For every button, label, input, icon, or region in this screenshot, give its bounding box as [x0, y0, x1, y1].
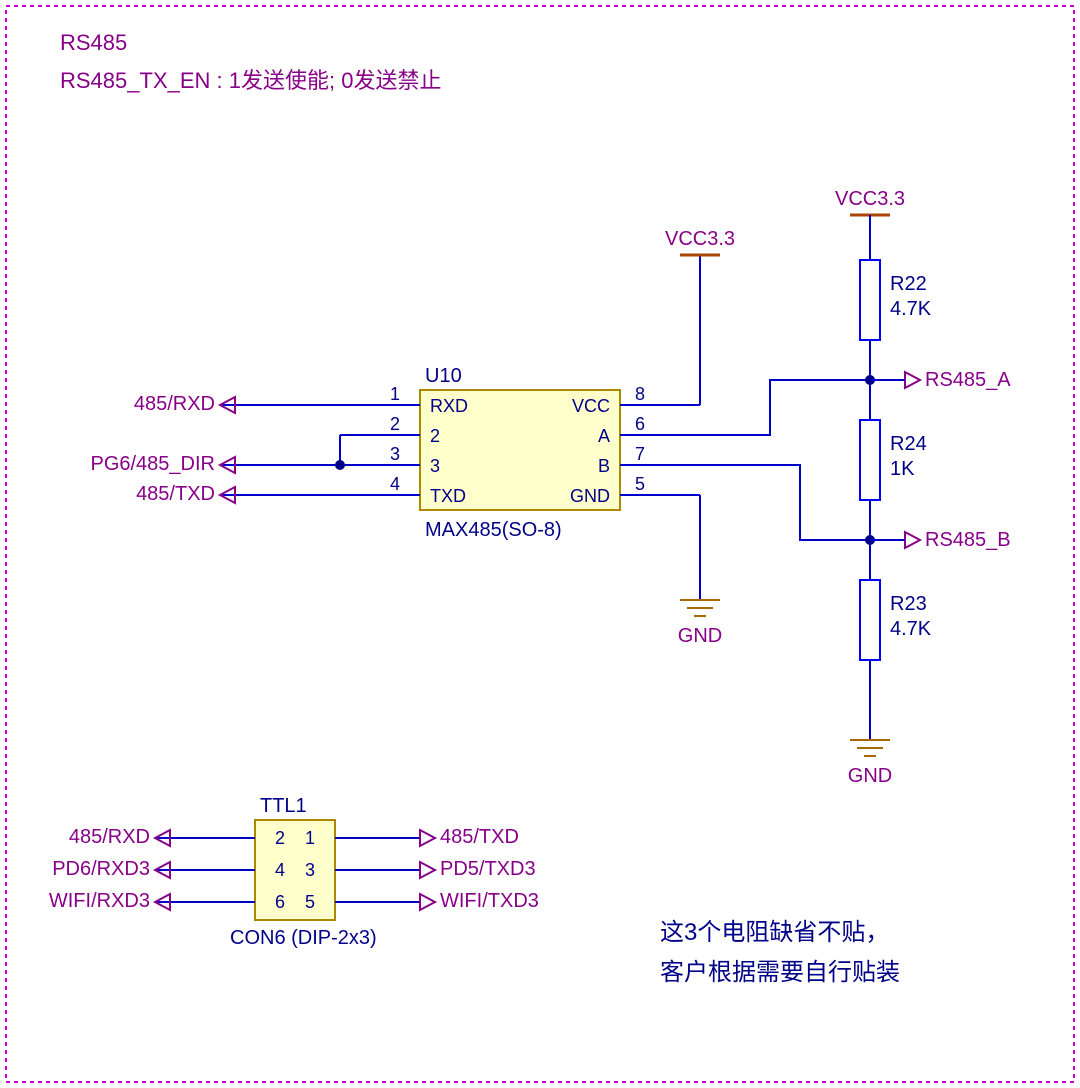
svg-text:GND: GND [678, 625, 722, 647]
svg-text:PD5/TXD3: PD5/TXD3 [440, 858, 536, 880]
r22-val: 4.7K [890, 298, 932, 320]
conn-ref: TTL1 [260, 795, 307, 817]
conn-part: CON6 (DIP-2x3) [230, 927, 377, 949]
svg-text:1: 1 [305, 828, 315, 848]
chip-u10: U10 MAX485(SO-8) 1 RXD 2 2 3 3 4 TXD 8 VCC 6 A… [360, 365, 680, 541]
svg-text:8: 8 [635, 384, 645, 404]
svg-text:1: 1 [390, 384, 400, 404]
svg-text:3: 3 [430, 456, 440, 476]
chip-ref: U10 [425, 365, 462, 387]
chip-part: MAX485(SO-8) [425, 519, 562, 541]
note-line-1: 这3个电阻缺省不贴， [660, 919, 889, 946]
connector-ttl1: TTL1 CON6 (DIP-2x3) 2 1 485/RXD 485/TXD … [49, 795, 539, 949]
left-net-ports: 485/RXD PG6/485_DIR 485/TXD [90, 393, 360, 505]
ab-wires [680, 380, 870, 540]
svg-text:485/TXD: 485/TXD [440, 826, 519, 848]
vcc-chip: VCC3.3 [665, 228, 735, 405]
svg-text:GND: GND [570, 486, 610, 506]
svg-text:PD6/RXD3: PD6/RXD3 [52, 858, 150, 880]
svg-text:WIFI/RXD3: WIFI/RXD3 [49, 890, 150, 912]
svg-text:VCC: VCC [572, 396, 610, 416]
gnd-chip: GND [678, 495, 722, 647]
svg-text:2: 2 [275, 828, 285, 848]
svg-text:TXD: TXD [430, 486, 466, 506]
svg-text:3: 3 [305, 860, 315, 880]
svg-text:6: 6 [635, 414, 645, 434]
resistor-column: VCC3.3 R22 4.7K RS485_A R24 1K RS485_B R… [835, 188, 1011, 787]
net-485rxd: 485/RXD [134, 393, 215, 415]
svg-text:4: 4 [275, 860, 285, 880]
svg-text:3: 3 [390, 444, 400, 464]
r24-ref: R24 [890, 433, 927, 455]
svg-text:WIFI/TXD3: WIFI/TXD3 [440, 890, 539, 912]
r23-val: 4.7K [890, 618, 932, 640]
rs485-schematic: RS485 RS485_TX_EN : 1发送使能; 0发送禁止 U10 MAX… [0, 0, 1080, 1088]
svg-text:VCC3.3: VCC3.3 [835, 188, 905, 210]
svg-text:7: 7 [635, 444, 645, 464]
svg-text:5: 5 [305, 892, 315, 912]
note-line-2: 客户根据需要自行贴装 [660, 959, 900, 986]
svg-text:GND: GND [848, 765, 892, 787]
svg-text:B: B [598, 456, 610, 476]
svg-text:A: A [598, 426, 610, 446]
r22-ref: R22 [890, 273, 927, 295]
net-rs485a: RS485_A [925, 369, 1011, 391]
svg-text:6: 6 [275, 892, 285, 912]
svg-text:485/RXD: 485/RXD [69, 826, 150, 848]
svg-text:2: 2 [430, 426, 440, 446]
net-485txd: 485/TXD [136, 483, 215, 505]
svg-text:5: 5 [635, 474, 645, 494]
title-line-1: RS485 [60, 30, 127, 55]
r23-ref: R23 [890, 593, 927, 615]
net-rs485b: RS485_B [925, 529, 1011, 551]
svg-text:RXD: RXD [430, 396, 468, 416]
net-pg6: PG6/485_DIR [90, 453, 215, 475]
svg-text:2: 2 [390, 414, 400, 434]
svg-text:VCC3.3: VCC3.3 [665, 228, 735, 250]
r24-val: 1K [890, 458, 915, 480]
svg-text:4: 4 [390, 474, 400, 494]
title-line-2: RS485_TX_EN : 1发送使能; 0发送禁止 [60, 68, 441, 93]
